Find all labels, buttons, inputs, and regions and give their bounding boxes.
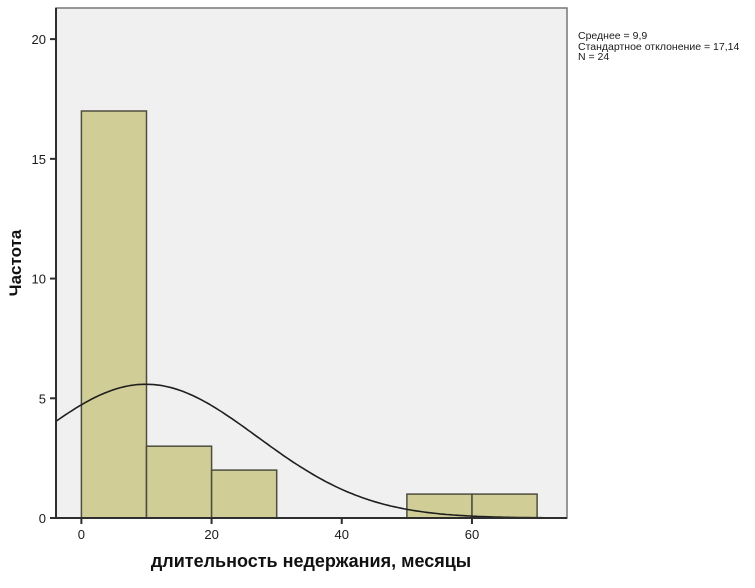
- stats-box: Среднее = 9,9 Стандартное отклонение = 1…: [578, 31, 739, 63]
- stat-mean: Среднее = 9,9: [578, 30, 648, 42]
- histogram-bar: [145, 445, 213, 519]
- x-tick-label: 0: [78, 527, 85, 542]
- normal-curve: [55, 383, 567, 519]
- x-tick-label: 40: [335, 527, 349, 542]
- histogram-bar: [210, 469, 278, 519]
- stat-n: N = 24: [578, 51, 610, 63]
- stat-stddev: Стандартное отклонение = 17,14: [578, 40, 740, 53]
- y-tick-label: 0: [39, 511, 46, 526]
- y-tick-label: 20: [32, 32, 46, 47]
- y-tick-label: 5: [39, 391, 46, 406]
- y-tick-label: 10: [32, 272, 46, 287]
- histogram-bar: [471, 493, 538, 519]
- histogram-bar: [80, 110, 148, 519]
- y-axis-title: Частота: [6, 229, 25, 297]
- x-tick-label: 60: [465, 527, 479, 542]
- x-axis-title: длительность недержания, месяцы: [150, 551, 472, 571]
- y-tick-label: 15: [32, 152, 46, 167]
- x-tick-label: 20: [204, 527, 218, 542]
